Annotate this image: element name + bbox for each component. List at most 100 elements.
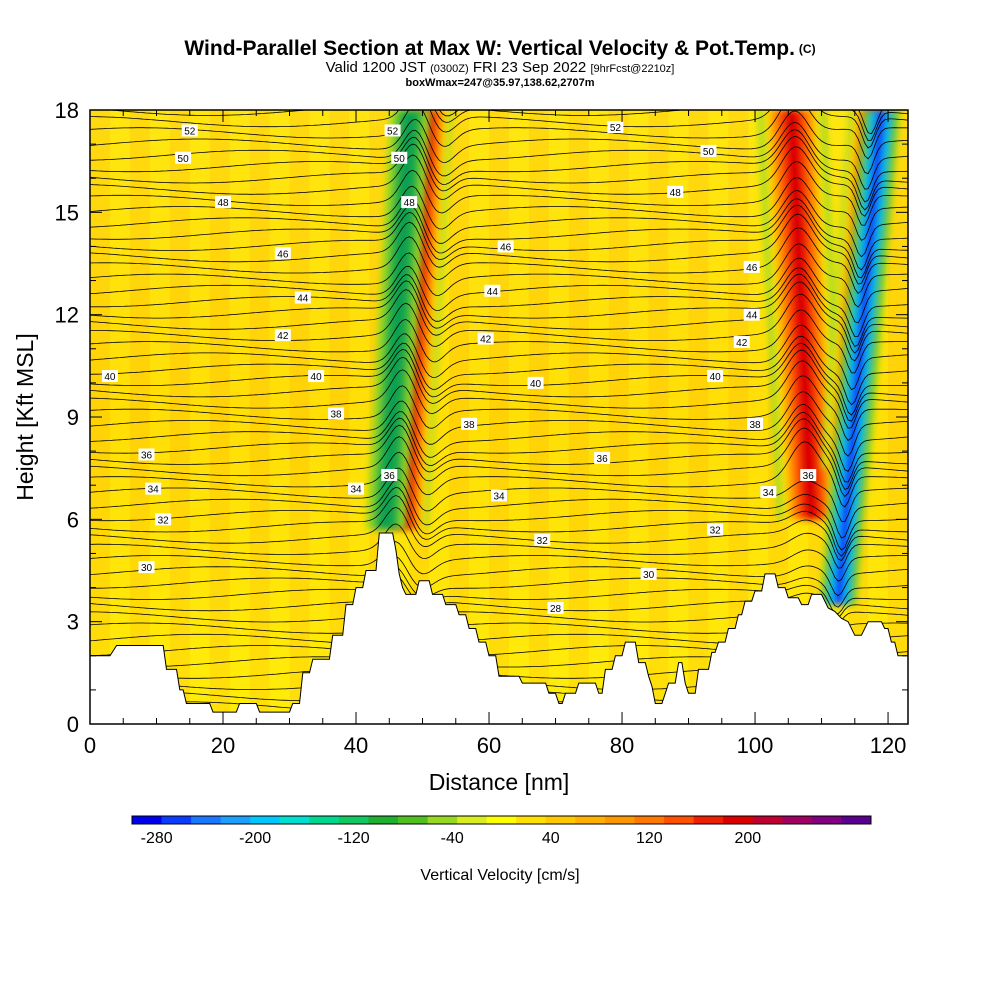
contour-label-bg xyxy=(181,124,198,137)
contour-label-36: 36 xyxy=(138,448,155,462)
chart-title-text: Wind-Parallel Section at Max W: Vertical… xyxy=(184,37,795,60)
contour-labels: 52 50 48 46 44 42 40 40 38 36 34 34 32 30 52 50 48 36 46 44… xyxy=(101,121,817,615)
colorbar-swatch xyxy=(693,816,724,824)
colorbar-swatch xyxy=(575,816,606,824)
potential-temperature-contours xyxy=(90,110,908,713)
velocity-band xyxy=(449,110,470,724)
contour-label-bg xyxy=(484,284,501,297)
isentrope-line xyxy=(90,227,908,294)
isentrope-line xyxy=(90,427,908,498)
x-tick-label: 0 xyxy=(84,733,96,758)
velocity-band xyxy=(149,110,171,724)
contour-label-bg xyxy=(491,489,507,502)
velocity-band xyxy=(528,110,550,724)
contour-label-bg xyxy=(348,482,365,495)
isentrope-line xyxy=(90,412,908,483)
contour-label-text: 48 xyxy=(217,198,229,209)
isentrope-line xyxy=(90,309,908,374)
contour-label-bg xyxy=(527,376,544,389)
contour-label-text: 42 xyxy=(480,335,492,346)
y-tick-label: 6 xyxy=(67,507,79,532)
contour-label-bg xyxy=(743,260,760,273)
contour-label-32: 32 xyxy=(534,533,551,547)
contour-label-32: 32 xyxy=(155,513,172,526)
isentrope-line xyxy=(90,129,908,203)
x-tick-label: 20 xyxy=(211,733,235,758)
contour-label-bg xyxy=(707,370,724,383)
contour-label-44: 44 xyxy=(294,291,311,305)
contour-label-40: 40 xyxy=(527,376,544,390)
contour-label-text: 32 xyxy=(537,536,549,547)
contour-label-32: 32 xyxy=(707,523,724,537)
contour-label-bg xyxy=(274,247,291,260)
contour-label-bg xyxy=(215,196,232,209)
y-tick-label: 3 xyxy=(67,610,79,635)
valid-utc: (0300Z) xyxy=(430,63,469,75)
contour-label-44: 44 xyxy=(484,284,501,298)
colorbar-swatch xyxy=(132,816,163,824)
contour-label-text: 46 xyxy=(277,249,289,260)
isentrope-line xyxy=(105,110,908,142)
contour-label-46: 46 xyxy=(743,260,760,274)
colorbar-label: Vertical Velocity [cm/s] xyxy=(420,867,579,884)
contour-label-bg xyxy=(477,332,494,345)
colorbar-tick-label: 200 xyxy=(734,830,761,847)
velocity-band xyxy=(129,110,151,724)
contour-label-text: 36 xyxy=(141,451,153,462)
valid-date: FRI 23 Sep 2022 xyxy=(472,59,587,76)
colorbar-swatch xyxy=(841,816,872,824)
isentrope-line xyxy=(90,375,908,442)
contour-label-text: 44 xyxy=(746,311,758,322)
contour-label-text: 34 xyxy=(148,485,160,496)
x-tick-label: 60 xyxy=(477,733,501,758)
contour-label-text: 40 xyxy=(104,372,116,383)
colorbar-swatch xyxy=(250,816,281,824)
colorbar-swatch xyxy=(486,816,517,824)
chart-title: Wind-Parallel Section at Max W: Vertical… xyxy=(0,38,1000,60)
contour-label-text: 52 xyxy=(387,126,399,137)
colorbar-tick-label: -40 xyxy=(441,830,464,847)
isentrope-line xyxy=(90,495,908,557)
velocity-band xyxy=(688,110,709,724)
contour-label-28: 28 xyxy=(547,602,564,615)
isentrope-line xyxy=(90,273,908,348)
contour-label-text: 28 xyxy=(550,604,562,615)
velocity-band xyxy=(588,110,610,724)
contour-label-bg xyxy=(800,468,817,481)
contour-label-bg xyxy=(747,417,764,430)
contour-label-bg xyxy=(328,407,345,420)
colorbar-swatch xyxy=(279,816,310,824)
isentrope-line xyxy=(90,121,908,190)
velocity-band xyxy=(349,110,370,724)
contour-label-40: 40 xyxy=(707,370,724,383)
colorbar-swatch xyxy=(811,816,842,824)
isentrope-line xyxy=(90,110,908,175)
contour-label-40: 40 xyxy=(101,370,118,383)
contour-label-bg xyxy=(101,370,118,383)
velocity-band xyxy=(489,110,510,724)
velocity-band xyxy=(508,110,530,724)
contour-label-42: 42 xyxy=(733,335,750,349)
contour-label-text: 42 xyxy=(277,331,289,342)
contour-label-bg xyxy=(401,196,418,209)
isentrope-line xyxy=(90,349,908,422)
contour-label-34: 34 xyxy=(491,489,507,502)
contour-label-38: 38 xyxy=(747,417,764,431)
contour-label-bg xyxy=(175,151,192,164)
colorbar-swatch xyxy=(427,816,458,824)
isentrope-line xyxy=(90,110,908,149)
contour-label-text: 34 xyxy=(350,485,362,496)
contour-label-bg xyxy=(607,121,624,134)
colorbar-swatch xyxy=(309,816,340,824)
contour-label-36: 36 xyxy=(381,468,398,482)
contour-label-36: 36 xyxy=(800,468,817,482)
contour-label-text: 48 xyxy=(404,198,416,209)
colorbar-tick-label: -120 xyxy=(338,830,370,847)
contour-label-bg xyxy=(294,291,311,304)
contour-label-text: 50 xyxy=(703,147,715,158)
isentrope-line xyxy=(90,243,908,308)
contour-label-text: 36 xyxy=(597,454,609,465)
contour-label-bg xyxy=(700,144,717,157)
isentrope-line xyxy=(90,190,908,258)
